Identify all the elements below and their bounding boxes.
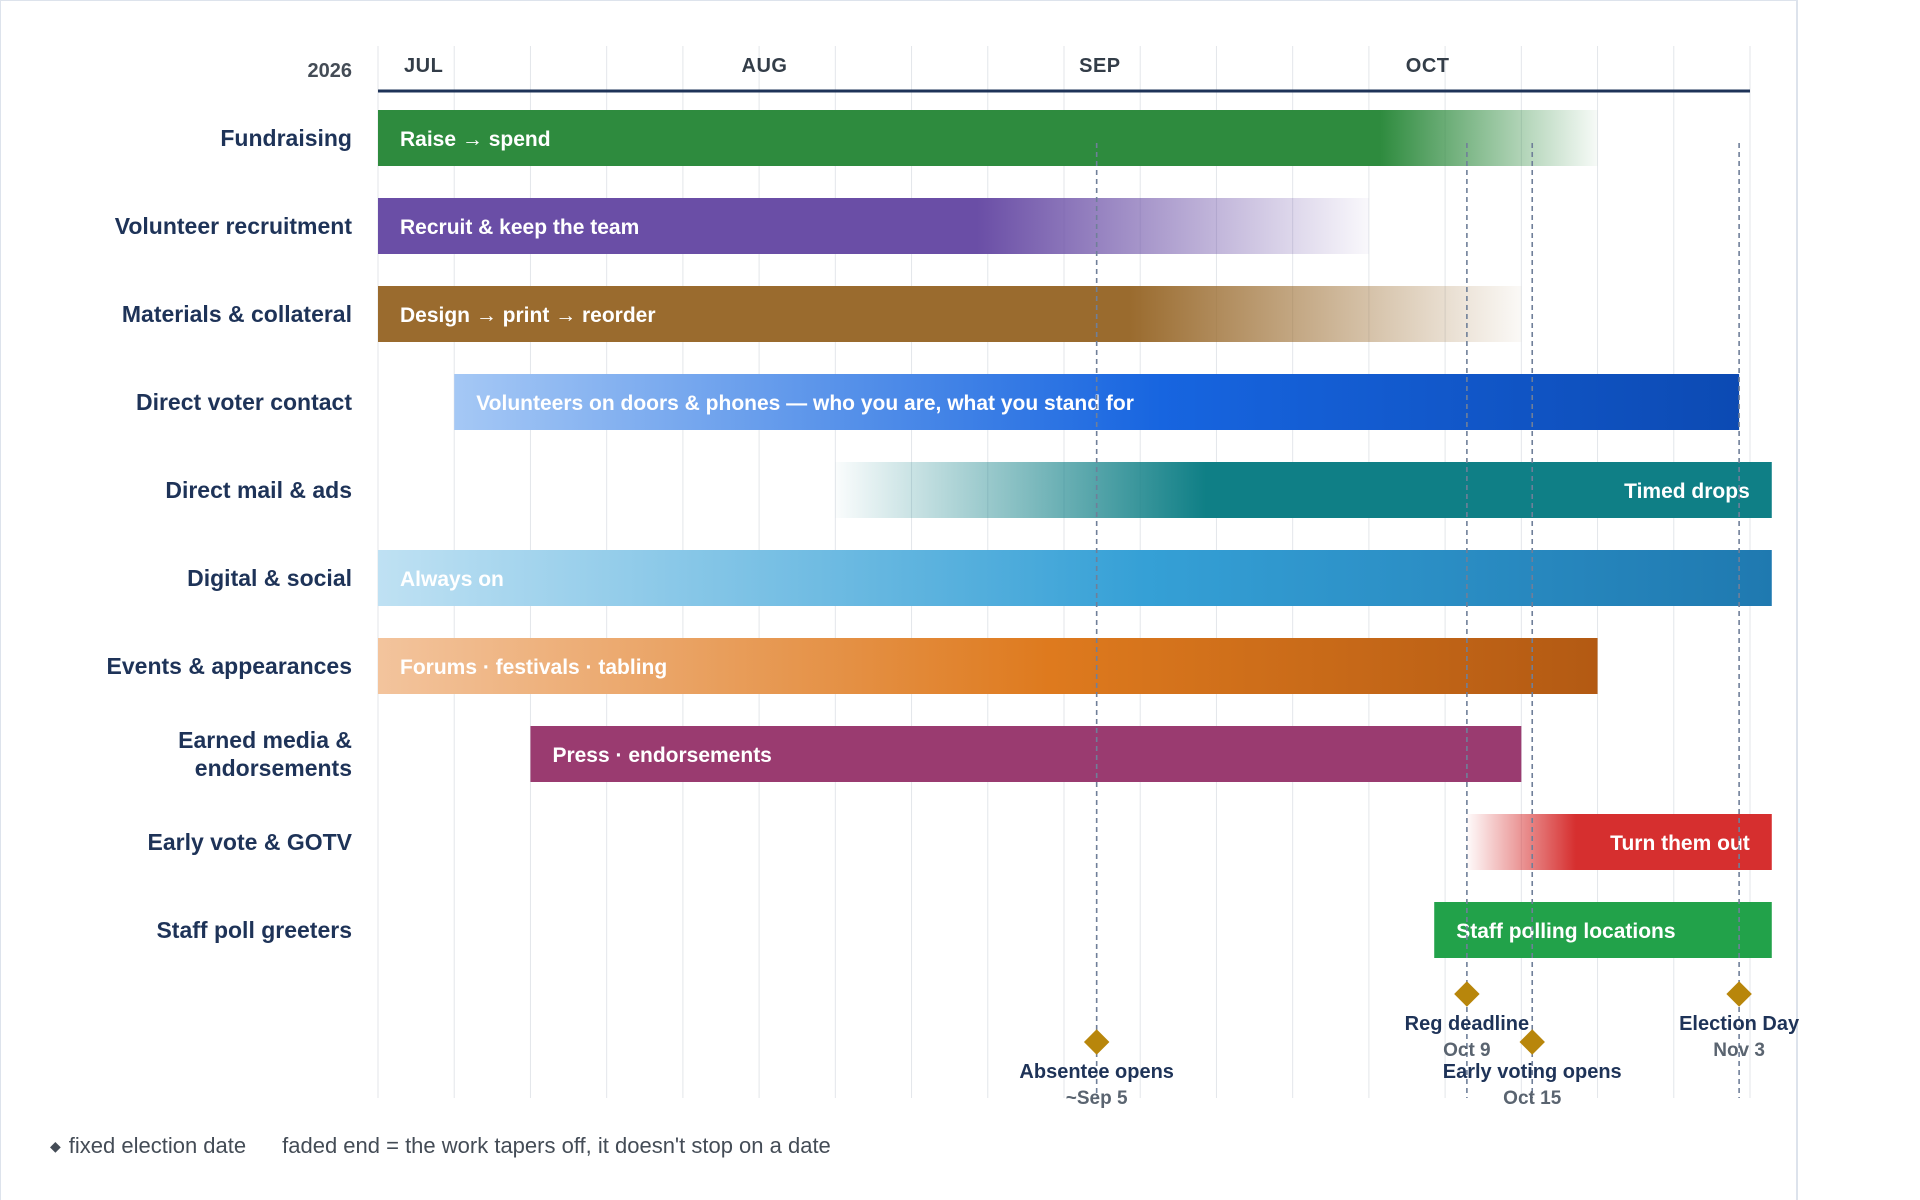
- legend: ◆ fixed election date faded end = the wor…: [50, 1133, 831, 1159]
- bar-early-vote-gotv: [1466, 814, 1772, 870]
- bar-label-direct-mail-ads: Timed drops: [1624, 480, 1750, 503]
- row-label-staff-poll-greeters: Staff poll greeters: [156, 917, 352, 943]
- diamond-icon: ◆: [50, 1138, 61, 1154]
- row-label-volunteer-recruitment: Volunteer recruitment: [115, 213, 353, 239]
- bar-label-early-vote-gotv: Turn them out: [1610, 832, 1750, 855]
- bar-earned-media-endorsements: [530, 726, 1522, 782]
- milestone-label-election-day: Election Day: [1679, 1013, 1800, 1035]
- bar-label-staff-poll-greeters: Staff polling locations: [1456, 920, 1675, 943]
- row-label-fundraising: Fundraising: [220, 125, 352, 151]
- milestone-diamond-icon: [1726, 981, 1752, 1007]
- bar-label-volunteer-recruitment: Recruit & keep the team: [400, 216, 639, 239]
- bar-volunteer-recruitment: [378, 198, 1369, 254]
- row-label-direct-mail-ads: Direct mail & ads: [165, 477, 352, 503]
- bar-staff-poll-greeters: [1434, 902, 1772, 958]
- year-label: 2026: [308, 60, 353, 82]
- bar-events-appearances: [378, 638, 1598, 694]
- row-label-direct-voter-contact: Direct voter contact: [136, 389, 352, 415]
- milestone-label-reg-deadline: Reg deadline: [1405, 1013, 1529, 1035]
- bar-label-events-appearances: Forums · festivals · tabling: [400, 656, 667, 679]
- milestone-diamond-icon: [1454, 981, 1480, 1007]
- month-label-jul: JUL: [404, 55, 443, 77]
- month-label-oct: OCT: [1406, 55, 1450, 77]
- bar-label-fundraising: Raise → spend: [400, 128, 551, 151]
- row-label-materials-collateral: Materials & collateral: [122, 301, 352, 327]
- month-label-aug: AUG: [742, 55, 788, 77]
- milestone-label-early-voting-opens: Early voting opens: [1443, 1061, 1622, 1083]
- bar-label-materials-collateral: Design → print → reorder: [400, 304, 656, 327]
- legend-fade-text: faded end = the work tapers off, it does…: [282, 1133, 831, 1158]
- legend-milestone: ◆ fixed election date: [50, 1133, 246, 1159]
- bar-label-digital-social: Always on: [400, 568, 504, 591]
- milestone-date-absentee-opens: ~Sep 5: [1066, 1088, 1128, 1109]
- month-label-sep: SEP: [1079, 55, 1121, 77]
- bar-direct-voter-contact: [454, 374, 1740, 430]
- milestone-date-election-day: Nov 3: [1713, 1040, 1765, 1061]
- chart-frame: [0, 0, 1798, 1200]
- milestone-label-absentee-opens: Absentee opens: [1019, 1061, 1173, 1083]
- bar-fundraising: [378, 110, 1598, 166]
- bar-digital-social: [378, 550, 1772, 606]
- milestone-date-early-voting-opens: Oct 15: [1503, 1088, 1562, 1109]
- legend-milestone-text: fixed election date: [68, 1133, 247, 1158]
- bar-materials-collateral: [378, 286, 1522, 342]
- milestone-diamond-icon: [1083, 1029, 1110, 1055]
- bar-label-direct-voter-contact: Volunteers on doors & phones — who you a…: [476, 392, 1134, 415]
- bar-label-earned-media-endorsements: Press · endorsements: [552, 744, 771, 767]
- milestone-date-reg-deadline: Oct 9: [1443, 1040, 1491, 1061]
- row-label-earned-media-endorsements: Earned media & endorsements: [178, 727, 352, 781]
- row-label-early-vote-gotv: Early vote & GOTV: [147, 829, 352, 855]
- row-label-events-appearances: Events & appearances: [107, 653, 352, 679]
- bar-direct-mail-ads: [835, 462, 1772, 518]
- row-label-digital-social: Digital & social: [187, 565, 352, 591]
